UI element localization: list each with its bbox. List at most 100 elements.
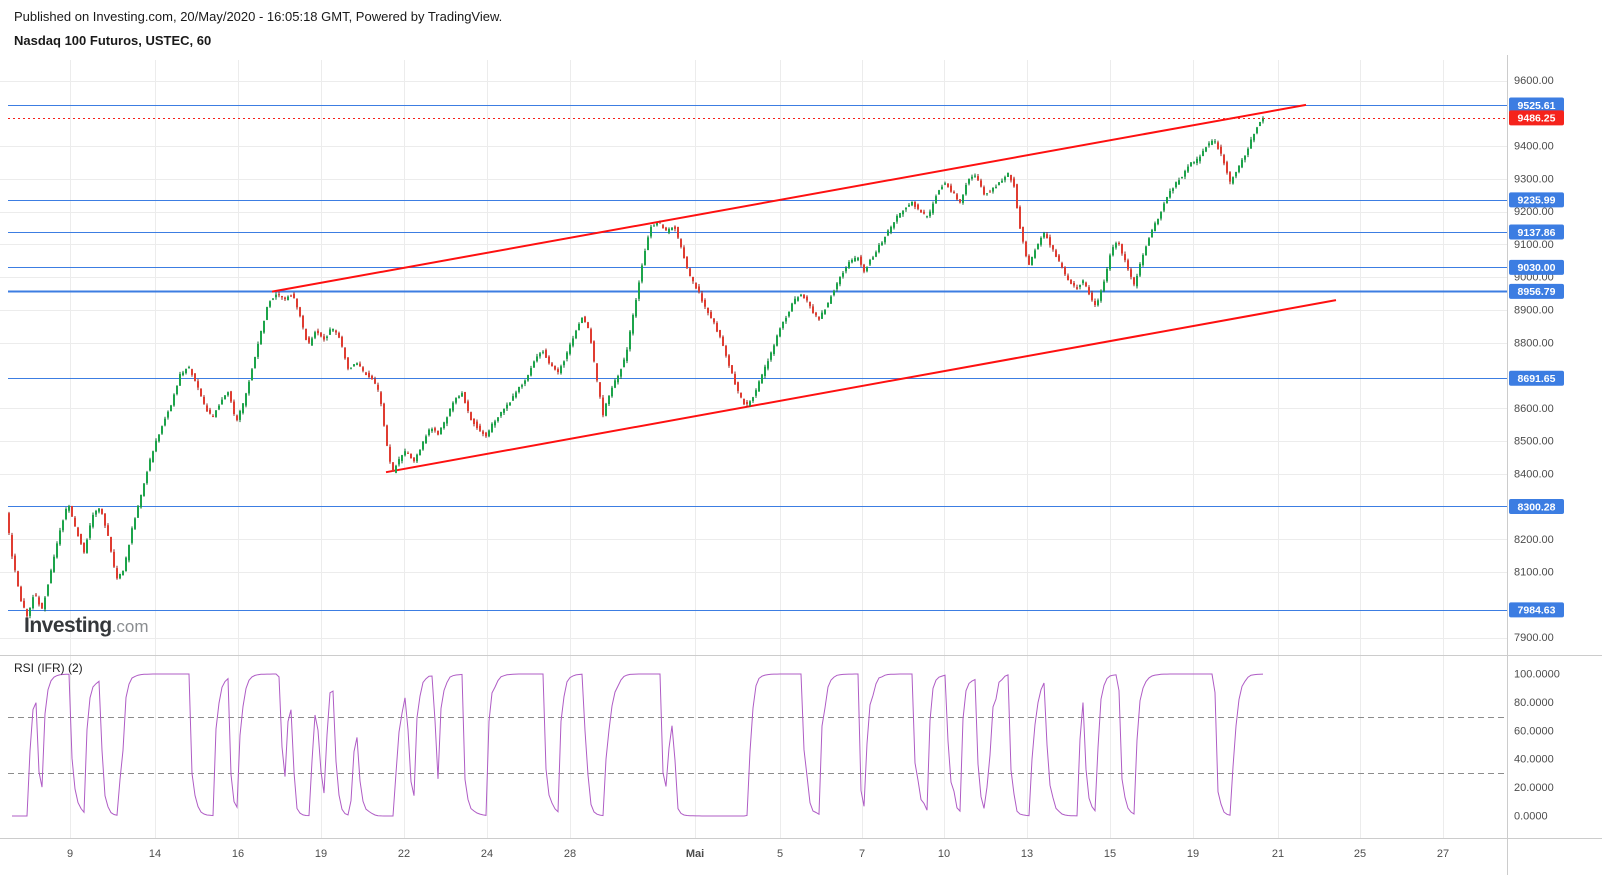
candle-body	[707, 307, 709, 313]
candle-body	[212, 415, 214, 418]
candle-body	[824, 309, 826, 314]
time-axis-label[interactable]: 19	[1187, 848, 1199, 860]
price-tick-label[interactable]: 7900.00	[1514, 632, 1554, 644]
candle-body	[1085, 282, 1087, 287]
time-axis-label[interactable]: 19	[315, 848, 327, 860]
candle-body	[74, 517, 76, 527]
current-price-badge-label: 9486.25	[1518, 113, 1556, 125]
level-price-badge	[1509, 602, 1564, 618]
time-axis-label[interactable]: 24	[481, 848, 493, 860]
candle-body	[119, 574, 121, 579]
candle-body	[158, 434, 160, 442]
candle-body	[137, 505, 139, 518]
price-tick-label[interactable]: 9400.00	[1514, 141, 1554, 153]
time-axis-label[interactable]: 27	[1437, 848, 1449, 860]
candle-body	[962, 194, 964, 203]
lower-channel-line[interactable]	[385, 299, 1337, 474]
time-axis-label[interactable]: 5	[777, 848, 783, 860]
price-tick-label[interactable]: 8100.00	[1514, 567, 1554, 579]
candle-body	[803, 294, 805, 299]
rsi-tick-label[interactable]: 80.0000	[1514, 697, 1554, 709]
rsi-tick-label[interactable]: 20.0000	[1514, 782, 1554, 794]
candle-body	[92, 514, 94, 527]
time-axis-label[interactable]: 28	[564, 848, 576, 860]
candle-body	[239, 410, 241, 420]
candle-body	[164, 418, 166, 426]
candle-body	[1034, 250, 1036, 258]
time-axis-label[interactable]: 22	[398, 848, 410, 860]
time-axis-label[interactable]: 9	[67, 848, 73, 860]
candle-body	[1025, 241, 1027, 256]
candle-body	[68, 506, 70, 511]
candle-body	[155, 440, 157, 452]
price-tick-label[interactable]: 8500.00	[1514, 436, 1554, 448]
time-axis-label[interactable]: Mai	[686, 848, 704, 860]
candle-body	[545, 350, 547, 358]
candle-body	[512, 396, 514, 401]
time-axis-label[interactable]: 13	[1021, 848, 1033, 860]
candle-body	[740, 392, 742, 398]
time-axis-label[interactable]: 25	[1354, 848, 1366, 860]
candle-body	[821, 312, 823, 319]
candle-body	[341, 336, 343, 347]
candle-body	[533, 361, 535, 368]
rsi-tick-label[interactable]: 60.0000	[1514, 725, 1554, 737]
time-axis-label[interactable]: 21	[1272, 848, 1284, 860]
price-tick-label[interactable]: 8200.00	[1514, 534, 1554, 546]
time-axis-label[interactable]: 7	[859, 848, 865, 860]
price-tick-label[interactable]: 8600.00	[1514, 403, 1554, 415]
price-tick-label[interactable]: 8900.00	[1514, 304, 1554, 316]
candle-body	[122, 570, 124, 576]
candle-body	[482, 431, 484, 434]
price-tick-label[interactable]: 8800.00	[1514, 337, 1554, 349]
candle-body	[290, 295, 292, 297]
candle-body	[386, 425, 388, 446]
candle-body	[1094, 301, 1096, 305]
rsi-tick-label[interactable]: 0.0000	[1514, 811, 1548, 823]
price-tick-label[interactable]: 9600.00	[1514, 75, 1554, 87]
candle-body	[1154, 223, 1156, 232]
rsi-indicator-label[interactable]: RSI (IFR) (2)	[14, 661, 83, 675]
time-axis-label[interactable]: 16	[232, 848, 244, 860]
candle-body	[188, 367, 190, 369]
candle-body	[857, 257, 859, 261]
candle-body	[1088, 287, 1090, 295]
candle-body	[536, 356, 538, 362]
candle-body	[461, 393, 463, 397]
candle-body	[14, 555, 16, 571]
candle-body	[875, 252, 877, 257]
time-axis-label[interactable]: 10	[938, 848, 950, 860]
time-axis-label[interactable]: 14	[149, 848, 161, 860]
price-tick-label[interactable]: 9300.00	[1514, 173, 1554, 185]
candle-body	[149, 459, 151, 471]
price-tick-label[interactable]: 8400.00	[1514, 468, 1554, 480]
candle-body	[434, 428, 436, 431]
candle-body	[944, 183, 946, 185]
candle-body	[131, 528, 133, 543]
candle-body	[1100, 290, 1102, 301]
candle-body	[998, 182, 1000, 185]
upper-channel-line[interactable]	[271, 103, 1307, 293]
rsi-tick-label[interactable]: 40.0000	[1514, 754, 1554, 766]
candle-body	[662, 225, 664, 229]
candle-body	[437, 430, 439, 435]
candle-body	[653, 225, 655, 227]
candle-body	[425, 436, 427, 443]
rsi-tick-label[interactable]: 100.0000	[1514, 669, 1560, 681]
candle-body	[80, 533, 82, 544]
candle-body	[26, 609, 28, 617]
candle-body	[398, 459, 400, 465]
candle-body	[947, 183, 949, 187]
time-axis-label[interactable]: 15	[1104, 848, 1116, 860]
candle-body	[1160, 211, 1162, 219]
price-tick-label[interactable]: 9200.00	[1514, 206, 1554, 218]
rsi-line[interactable]	[12, 673, 1264, 817]
candle-body	[326, 336, 328, 339]
candle-body	[569, 344, 571, 354]
candle-body	[1058, 255, 1060, 261]
candle-body	[668, 228, 670, 233]
candle-body	[305, 328, 307, 340]
price-tick-label[interactable]: 9100.00	[1514, 239, 1554, 251]
candle-body	[1193, 162, 1195, 164]
